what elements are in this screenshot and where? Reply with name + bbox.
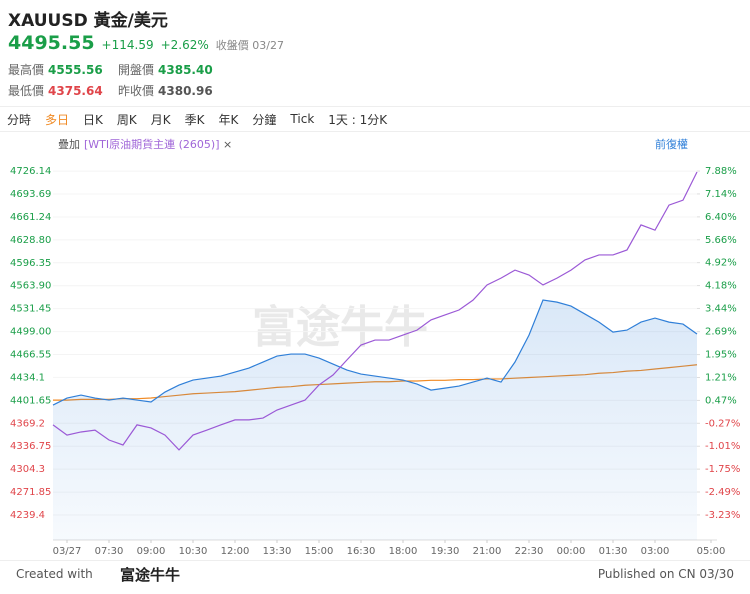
- title: XAUUSD 黃金/美元: [8, 11, 168, 31]
- overlay[interactable]: 疊加: [58, 138, 80, 151]
- y-tick-label: 4661.24: [10, 212, 51, 223]
- tab[interactable]: 日K: [83, 112, 103, 127]
- y-tick-label: 4401.65: [10, 395, 51, 406]
- y2-tick-label: -2.49%: [705, 487, 740, 498]
- y2-tick-label: 4.18%: [705, 281, 737, 292]
- y-tick-label: 4726.14: [10, 166, 51, 177]
- stat-value: 4380.96: [158, 84, 213, 98]
- line: [52, 299, 698, 406]
- y2-tick-label: 7.88%: [705, 166, 737, 177]
- tab[interactable]: 1天 : 1分K: [328, 112, 388, 127]
- overlay-item[interactable]: [WTI原油期貨主連 (2605)]: [84, 138, 220, 151]
- area: [53, 300, 697, 540]
- stat: 最低價 4375.64: [8, 82, 118, 99]
- y-tick-label: 4693.69: [10, 189, 51, 200]
- line: [52, 171, 698, 451]
- x-tick-label: 22:30: [515, 546, 544, 557]
- tab[interactable]: 分鐘: [252, 112, 277, 127]
- y-tick-label: 4531.45: [10, 304, 51, 315]
- price: 4495.55: [8, 32, 95, 54]
- adjust[interactable]: 前復權: [655, 138, 688, 151]
- y2-tick-label: 0.47%: [705, 395, 737, 406]
- x-tick-label: 13:30: [263, 546, 292, 557]
- y2-tick-label: 4.92%: [705, 258, 737, 269]
- stat-label: 最高價: [8, 63, 45, 77]
- tab[interactable]: 周K: [116, 112, 137, 127]
- x-tick-label: 19:30: [431, 546, 460, 557]
- x-tick-label: 00:00: [557, 546, 586, 557]
- y2-tick-label: 1.95%: [705, 350, 737, 361]
- tabs: 分時 多日 日K 周K 月K 季K 年K 分鐘 Tick 1天 : 1分K: [0, 106, 750, 132]
- status: 收盤價 03/27: [215, 39, 284, 52]
- x-tick-label: 10:30: [179, 546, 208, 557]
- stat-label: 昨收價: [118, 84, 155, 98]
- y2-tick-label: 2.69%: [705, 327, 737, 338]
- stat-value: 4385.40: [158, 63, 213, 77]
- y-tick-label: 4499.00: [10, 327, 51, 338]
- price-row: 4495.55 +114.59 +2.62% 收盤價 03/27: [8, 32, 284, 54]
- y-tick-label: 4369.2: [10, 418, 45, 429]
- stat-label: 最低價: [8, 84, 45, 98]
- tab[interactable]: Tick: [290, 112, 315, 126]
- y-tick-label: 4336.75: [10, 441, 51, 452]
- tab[interactable]: 分時: [7, 112, 32, 127]
- tab[interactable]: 年K: [218, 112, 239, 127]
- y2-tick-label: 5.66%: [705, 235, 737, 246]
- y2-tick-label: -0.27%: [705, 418, 740, 429]
- y-tick-label: 4596.35: [10, 258, 51, 269]
- x-tick-label: 09:00: [137, 546, 166, 557]
- x-tick-label: 16:30: [347, 546, 376, 557]
- x-tick-label: 12:00: [221, 546, 250, 557]
- tab[interactable]: 月K: [150, 112, 171, 127]
- chart: 富途牛牛 4239.4 4271.85 4304.3 4336.75 4369.2 440…: [10, 166, 740, 557]
- close[interactable]: ×: [223, 138, 233, 151]
- tab[interactable]: 季K: [184, 112, 205, 127]
- published: Published on CN 03/30: [597, 567, 734, 581]
- stat: 昨收價 4380.96: [118, 82, 238, 99]
- footer: Created with 富途牛牛 Published on CN 03/30: [0, 560, 750, 594]
- y2-tick-label: -1.75%: [705, 464, 740, 475]
- stat-label: 開盤價: [118, 63, 155, 77]
- y-tick-label: 4628.80: [10, 235, 51, 246]
- change: +114.59: [101, 38, 154, 52]
- y2-tick-label: -1.01%: [705, 441, 740, 452]
- stats: 最高價 4555.56 開盤價 4385.40 最低價 4375.64 昨收價 4380.96: [8, 61, 238, 99]
- y-tick-label: 4563.90: [10, 281, 51, 292]
- toolbar: 疊加 [WTI原油期貨主連 (2605)] ×: [58, 136, 232, 152]
- created: Created with: [16, 567, 93, 581]
- y-tick-label: 4239.4: [10, 510, 45, 521]
- x-tick-label: 03:00: [641, 546, 670, 557]
- x-tick-label: 07:30: [95, 546, 124, 557]
- tab[interactable]: 多日: [45, 112, 70, 127]
- x-tick-label: 15:00: [305, 546, 334, 557]
- x-tick-label: 01:30: [599, 546, 628, 557]
- x-tick-label: 05:00: [697, 546, 726, 557]
- x-tick-label: 21:00: [473, 546, 502, 557]
- stat-value: 4375.64: [48, 84, 103, 98]
- watermark: 富途牛牛: [252, 302, 428, 353]
- y-tick-label: 4304.3: [10, 464, 45, 475]
- y2-tick-label: 6.40%: [705, 212, 737, 223]
- stat: 開盤價 4385.40: [118, 61, 238, 78]
- y2-tick-label: 1.21%: [705, 373, 737, 384]
- x-tick-label: 03/27: [53, 546, 82, 557]
- y-tick-label: 4271.85: [10, 487, 51, 498]
- y2-tick-label: 3.44%: [705, 303, 737, 314]
- x-tick-label: 18:00: [389, 546, 418, 557]
- y2-tick-label: -3.23%: [705, 510, 740, 521]
- change-pct: +2.62%: [160, 38, 209, 52]
- y-tick-label: 4434.1: [10, 372, 45, 383]
- stat-value: 4555.56: [48, 63, 103, 77]
- y2-tick-label: 7.14%: [705, 189, 737, 200]
- brand: 富途牛牛: [120, 566, 181, 584]
- stat: 最高價 4555.56: [8, 61, 118, 78]
- y-tick-label: 4466.55: [10, 350, 51, 361]
